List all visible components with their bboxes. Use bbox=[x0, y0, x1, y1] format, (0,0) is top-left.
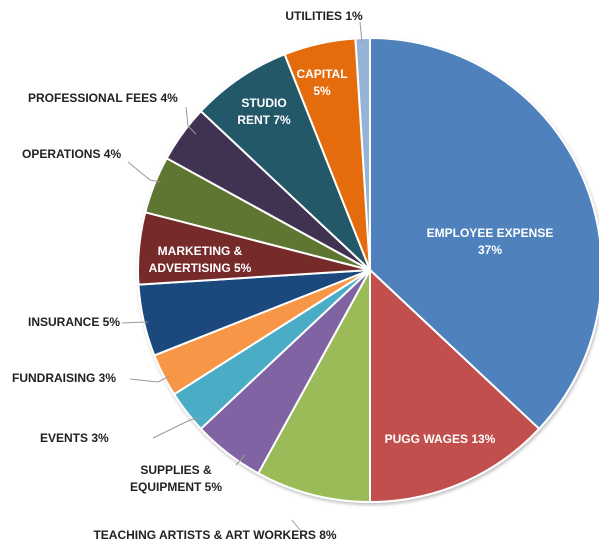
pie-slice bbox=[369, 37, 599, 430]
slice-label-line2: 37% bbox=[478, 243, 502, 257]
pie-slice bbox=[257, 269, 371, 503]
leader-line bbox=[185, 106, 197, 135]
slice-label-line1: PROFESSIONAL FEES 4% bbox=[28, 91, 178, 105]
slice-label-line2: 5% bbox=[313, 84, 331, 98]
slice-label-line1: TEACHING ARTISTS & ART WORKERS 8% bbox=[93, 528, 336, 542]
slice-label-line1: CAPITAL bbox=[296, 67, 347, 81]
slice-label-line1: UTILITIES 1% bbox=[285, 9, 363, 23]
slice-label: PROFESSIONAL FEES 4% bbox=[28, 91, 178, 105]
slice-label-line2: ADVERTISING 5% bbox=[149, 261, 252, 275]
leader-lines bbox=[121, 21, 363, 531]
slice-label-line1: MARKETING & bbox=[158, 244, 243, 258]
pie-slice bbox=[354, 37, 371, 271]
slice-label: EMPLOYEE EXPENSE 37% bbox=[427, 226, 554, 257]
leader-line bbox=[129, 375, 171, 383]
slice-label: UTILITIES 1% bbox=[285, 9, 363, 23]
slice-label: OPERATIONS 4% bbox=[22, 147, 121, 161]
slice-label: EVENTS 3% bbox=[40, 431, 109, 445]
slice-label: CAPITAL 5% bbox=[296, 67, 347, 98]
pie-slice bbox=[369, 269, 541, 503]
leader-line bbox=[359, 21, 363, 43]
leader-line bbox=[152, 417, 201, 439]
slice-label: PUGG WAGES 13% bbox=[385, 432, 496, 446]
slice-label-line1: INSURANCE 5% bbox=[28, 315, 120, 329]
slice-label: SUPPLIES & EQUIPMENT 5% bbox=[130, 463, 222, 494]
slice-label-line1: EMPLOYEE EXPENSE bbox=[427, 226, 554, 240]
slice-label-line1: SUPPLIES & bbox=[140, 463, 212, 477]
slice-label: FUNDRAISING 3% bbox=[12, 371, 116, 385]
leader-line bbox=[127, 161, 161, 183]
slice-labels: EMPLOYEE EXPENSE 37% PUGG WAGES 13% TEACHIN… bbox=[12, 9, 553, 542]
slice-label: INSURANCE 5% bbox=[28, 315, 120, 329]
pie-slices bbox=[137, 37, 599, 503]
leader-line bbox=[121, 321, 149, 324]
leader-line bbox=[235, 454, 246, 466]
slice-label-line1: STUDIO bbox=[241, 96, 286, 110]
slice-label-line1: FUNDRAISING 3% bbox=[12, 371, 116, 385]
slice-label-line1: EVENTS 3% bbox=[40, 431, 109, 445]
slice-label-line2: EQUIPMENT 5% bbox=[130, 480, 222, 494]
slice-label: TEACHING ARTISTS & ART WORKERS 8% bbox=[93, 528, 336, 542]
slice-label-line1: PUGG WAGES 13% bbox=[385, 432, 496, 446]
slice-label-line2: RENT 7% bbox=[237, 113, 291, 127]
leader-line bbox=[291, 519, 301, 531]
pie-slice bbox=[199, 53, 371, 271]
slice-label-line1: OPERATIONS 4% bbox=[22, 147, 121, 161]
slice-label: STUDIO RENT 7% bbox=[237, 96, 291, 127]
slice-label: MARKETING & ADVERTISING 5% bbox=[149, 244, 252, 275]
